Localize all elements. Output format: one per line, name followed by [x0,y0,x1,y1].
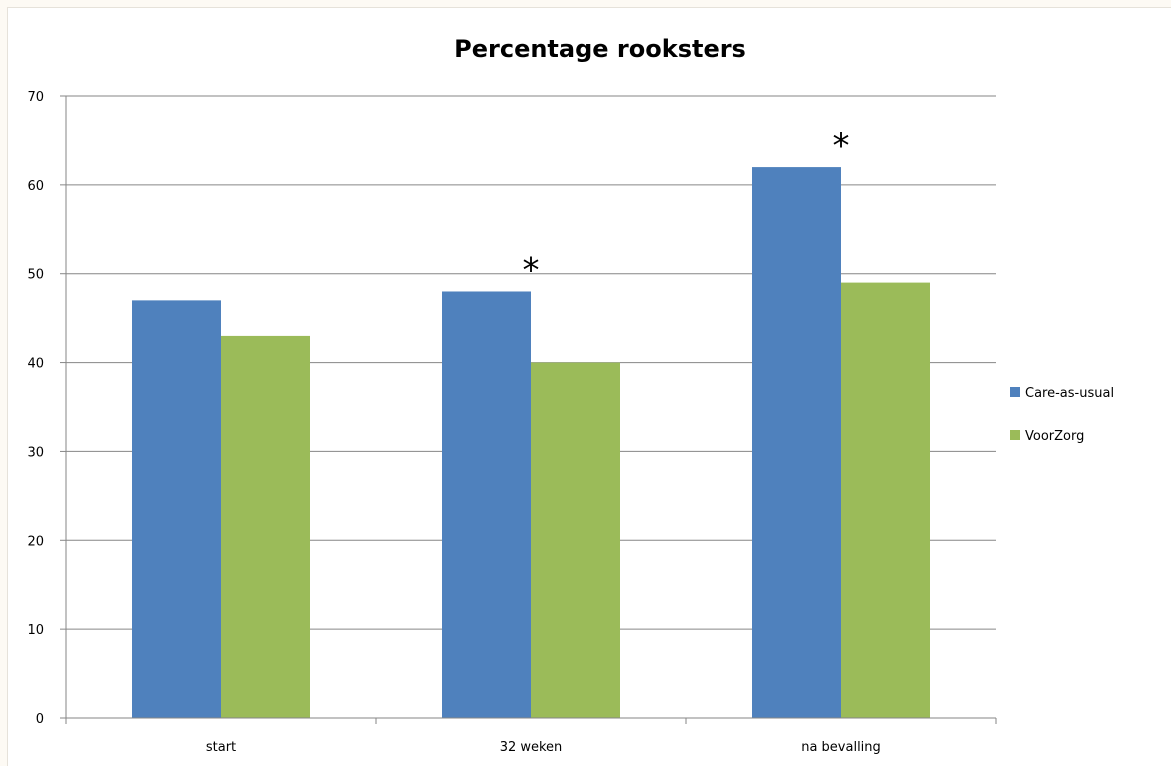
y-tick-label: 30 [27,445,44,460]
significance-marker: * [833,126,850,166]
bar-care-as-usual-0 [132,300,221,718]
bar-care-as-usual-1 [442,291,531,718]
legend-swatch [1010,387,1020,397]
legend-label: Care-as-usual [1025,386,1114,401]
legend-label: VoorZorg [1025,429,1084,444]
x-tick-label: 32 weken [500,740,563,755]
significance-marker: * [523,250,540,290]
annotations: ** [523,126,850,290]
chart-title: Percentage rooksters [454,35,746,63]
y-tick-label: 0 [36,712,44,727]
y-tick-label: 20 [27,534,44,549]
y-tick-label: 50 [27,268,44,283]
legend: Care-as-usual VoorZorg [1010,386,1114,444]
y-tick-label: 40 [27,357,44,372]
legend-swatch [1010,430,1020,440]
bar-voorzorg-1 [531,362,620,718]
x-tick-label: start [206,740,236,755]
bar-voorzorg-2 [841,282,930,718]
axes [60,95,997,724]
tick-labels: 0 10 20 30 40 50 60 70 start 32 weken na bevalling [27,90,880,755]
y-tick-label: 70 [27,90,44,105]
x-tick-label: na bevalling [801,740,881,755]
bar-voorzorg-0 [221,335,310,718]
y-tick-label: 10 [27,623,44,638]
bars [132,167,930,719]
y-tick-label: 60 [27,179,44,194]
bar-care-as-usual-2 [752,167,841,719]
